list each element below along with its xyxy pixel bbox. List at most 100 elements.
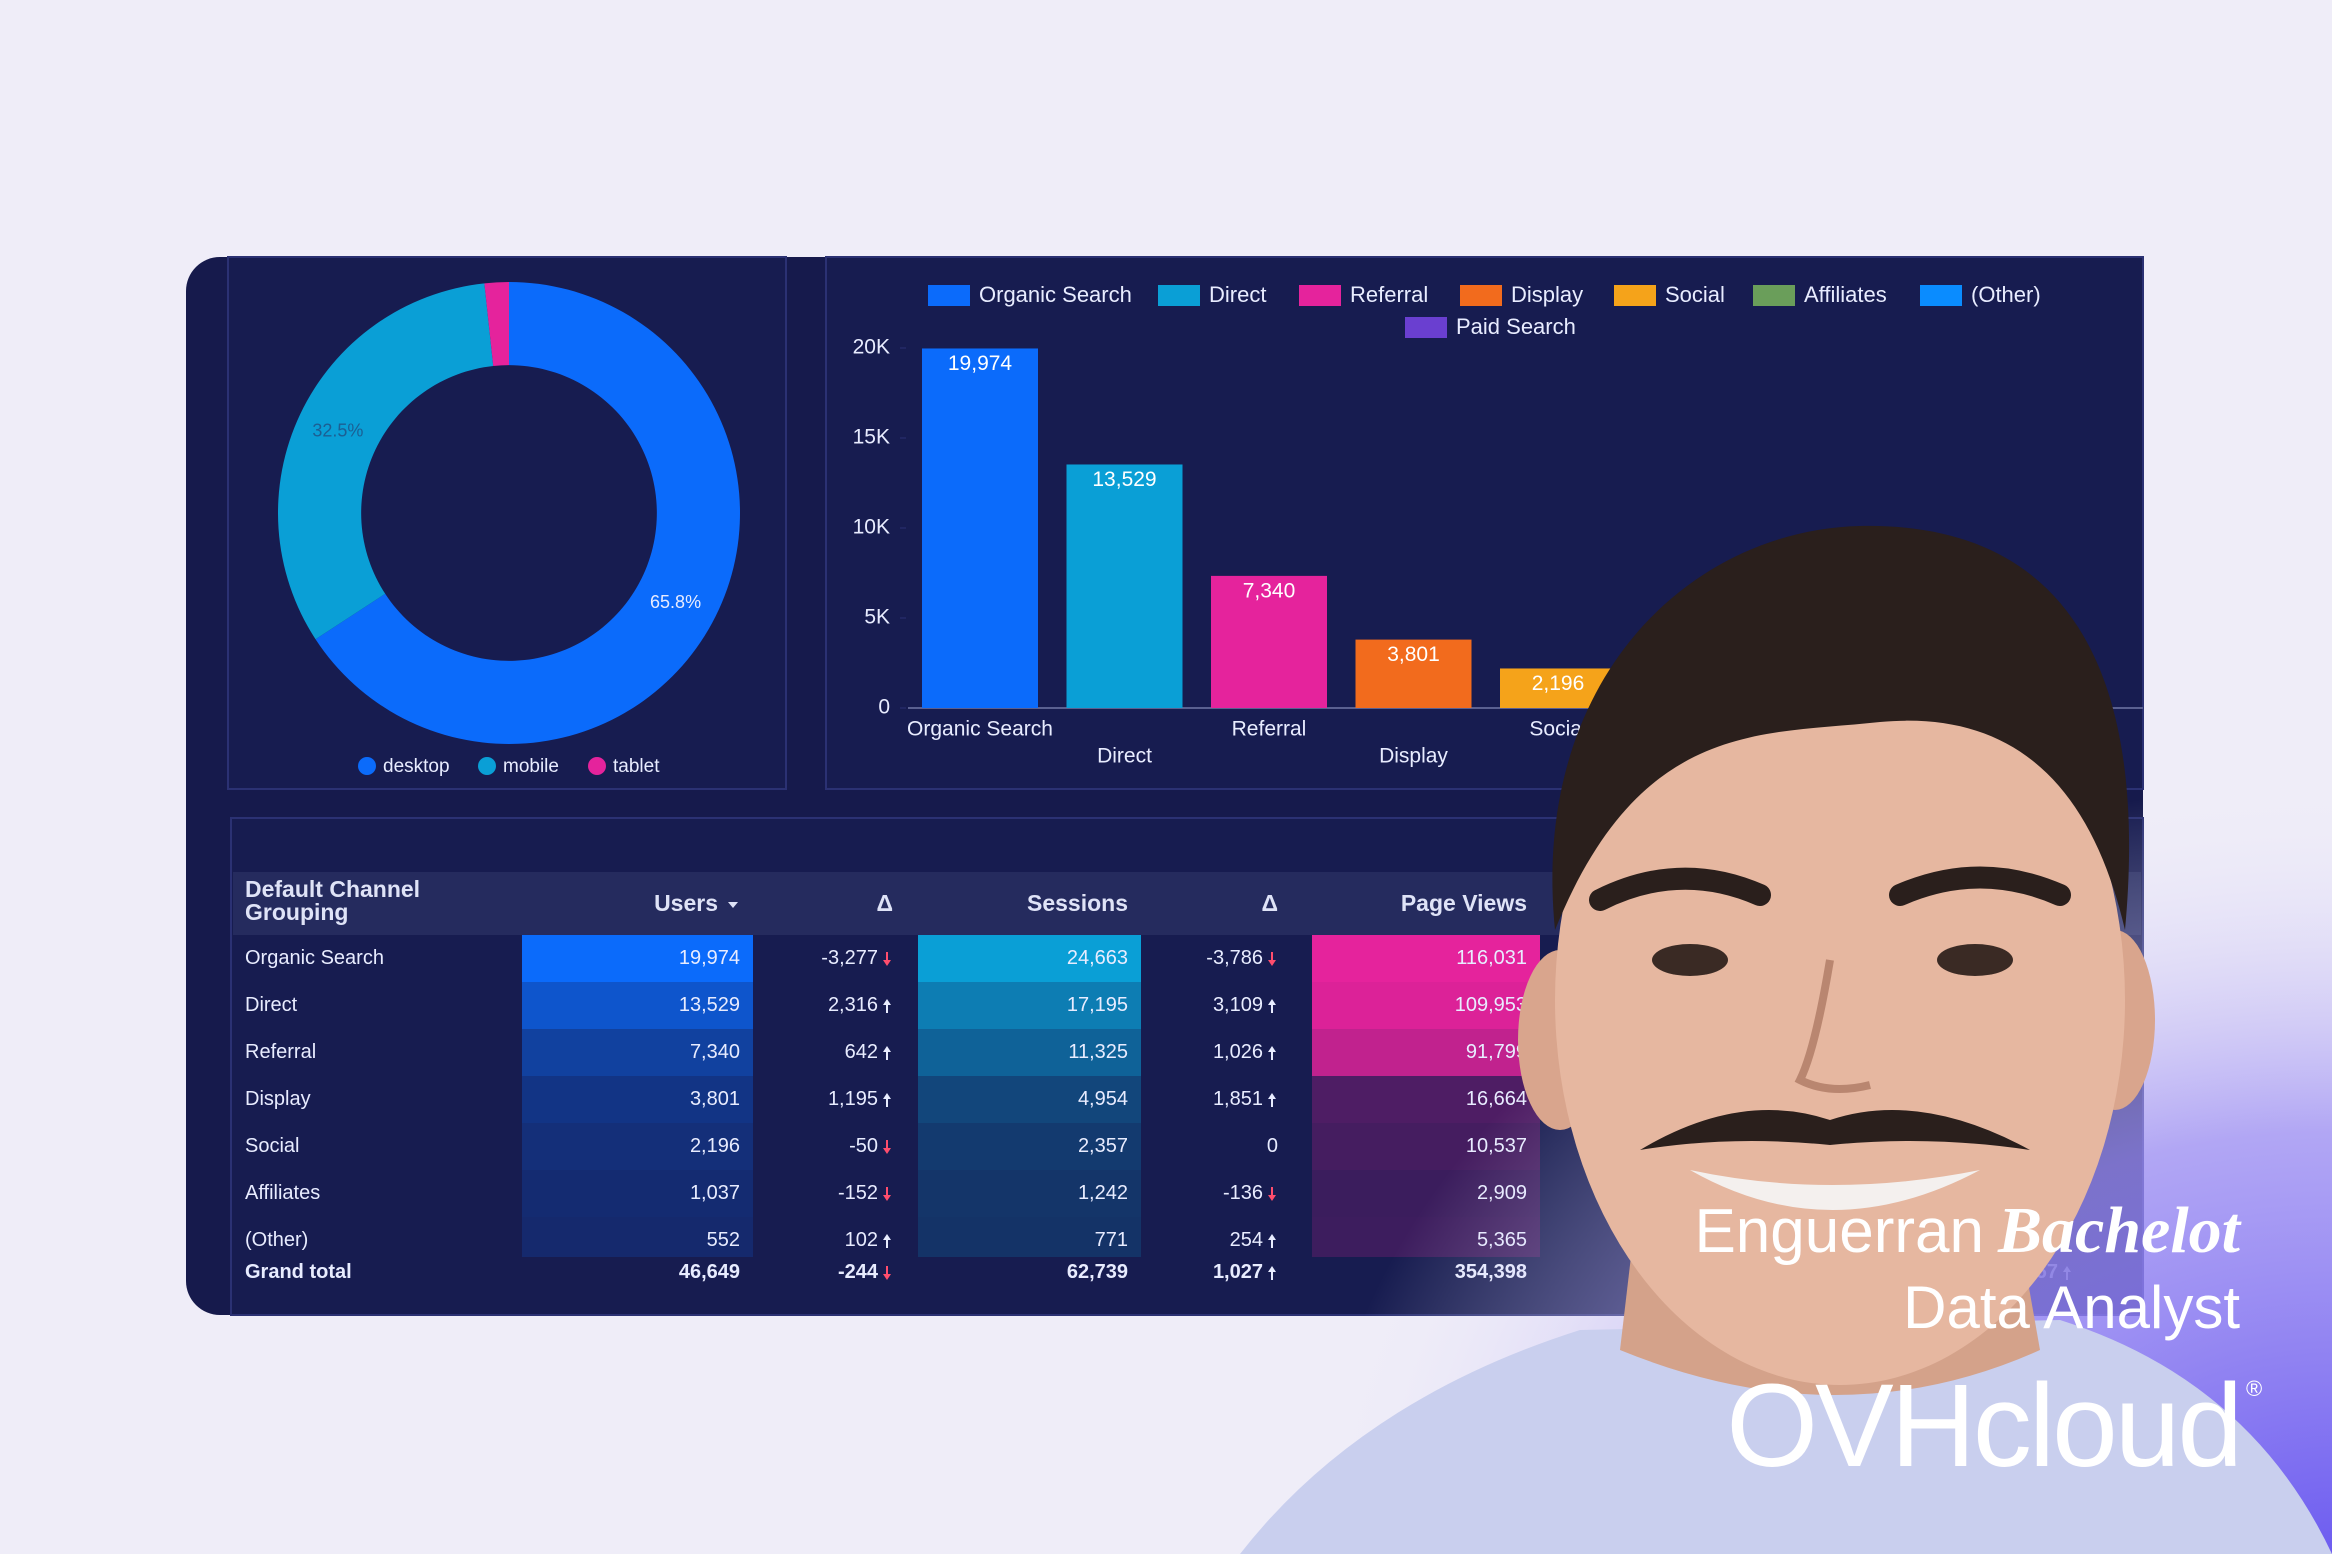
delta-arrow — [883, 1186, 891, 1201]
arrow-shape — [883, 1092, 891, 1107]
legend-label: Direct — [1209, 282, 1266, 307]
header-text: Δ — [876, 890, 893, 916]
bar-value-label: 13,529 — [1092, 468, 1156, 491]
cell-text: 24,663 — [1066, 947, 1128, 969]
cell-text: 2,316 — [827, 994, 878, 1016]
table-cell: 552 — [522, 1217, 753, 1257]
cell-text: Social — [245, 1135, 300, 1157]
legend-swatch — [1158, 285, 1200, 306]
y-tick-label: 10K — [853, 516, 890, 539]
cell-text: 771 — [1094, 1229, 1128, 1251]
cell-text: -50 — [849, 1135, 878, 1157]
arrow-shape — [883, 1186, 891, 1201]
caret — [728, 901, 738, 908]
legend-label: (Other) — [1971, 282, 2041, 307]
y-tick-label: 5K — [864, 606, 890, 629]
cell-text: 1,195 — [827, 1088, 878, 1110]
donut-slice — [315, 282, 741, 744]
bar — [1211, 575, 1327, 708]
cell-text: Referral — [245, 1041, 317, 1063]
eyebrow — [1889, 866, 2071, 906]
cell-text: Affiliates — [245, 1182, 321, 1204]
legend-swatch — [1614, 285, 1656, 306]
bar-value-label: 19,974 — [948, 352, 1013, 375]
cell-text: Direct — [245, 994, 298, 1016]
cell-text: -244 — [837, 1261, 878, 1283]
table-cell: 17,195 — [918, 982, 1141, 1029]
table-cell: 19,974 — [522, 935, 753, 982]
table-cell: 1,037 — [522, 1170, 753, 1217]
cell-text: 62,739 — [1066, 1261, 1128, 1283]
table-cell: -50 — [761, 1123, 906, 1170]
nose — [1794, 959, 1871, 1093]
header-text: Default Channel Grouping — [245, 876, 421, 925]
row-label: Social — [245, 1123, 515, 1170]
table-cell: 4,954 — [918, 1076, 1141, 1123]
shirt — [1240, 1320, 2332, 1554]
last-name: Bachelot — [1997, 1194, 2242, 1267]
column-header: Default Channel Grouping — [245, 872, 445, 935]
cell-text: (Other) — [245, 1229, 309, 1251]
total-cell: -244 — [761, 1249, 906, 1296]
bar-value-label: 3,801 — [1387, 643, 1440, 666]
table-cell: 3,801 — [522, 1076, 753, 1123]
legend-dot — [358, 757, 376, 775]
cell-text: 642 — [844, 1041, 878, 1063]
smile — [1690, 1170, 1980, 1210]
hair — [1552, 525, 2130, 930]
cell-text: 46,649 — [678, 1261, 740, 1283]
delta-arrow — [883, 1045, 891, 1060]
legend-label: Social — [1665, 282, 1725, 307]
bar — [922, 348, 1038, 708]
eyebrow — [1589, 867, 1771, 911]
person-role: Data Analyst — [1903, 1274, 2240, 1341]
legend-swatch — [1299, 285, 1341, 306]
first-name: Enguerran — [1694, 1197, 1984, 1266]
column-header: Users — [522, 872, 753, 935]
table-cell: 24,663 — [918, 935, 1141, 982]
cell-text: 13,529 — [678, 994, 740, 1016]
bar — [1066, 464, 1183, 708]
table-cell: 1,242 — [918, 1170, 1141, 1217]
cell-text: 2,196 — [689, 1135, 740, 1157]
legend-swatch — [1405, 317, 1447, 338]
table-cell: 2,196 — [522, 1123, 753, 1170]
legend-label: Affiliates — [1804, 282, 1887, 307]
row-label: Display — [245, 1076, 515, 1123]
y-tick-label: 20K — [853, 336, 890, 359]
slice-label: 32.5% — [312, 421, 363, 441]
bar-value-label: 2,196 — [1532, 672, 1585, 695]
table-cell: 771 — [918, 1217, 1141, 1257]
legend-label: Display — [1511, 282, 1583, 307]
row-label: Direct — [245, 982, 515, 1029]
column-header: Δ — [761, 872, 906, 935]
delta-arrow — [883, 1233, 891, 1248]
total-cell: 62,739 — [918, 1249, 1141, 1296]
table-cell: -152 — [761, 1170, 906, 1217]
cell-text: 3,801 — [689, 1088, 740, 1110]
table-cell: 7,340 — [522, 1029, 753, 1076]
arrow-shape — [883, 1045, 891, 1060]
cell-text: 7,340 — [689, 1041, 740, 1063]
cell-text: 19,974 — [678, 947, 740, 969]
delta-arrow — [883, 998, 891, 1013]
table-cell: 1,195 — [761, 1076, 906, 1123]
legend-dot — [588, 757, 606, 775]
brand-logo: OVHcloud — [1726, 1360, 2240, 1492]
legend-swatch — [1460, 285, 1502, 306]
y-tick-label: 15K — [853, 426, 890, 449]
header-text: Sessions — [1027, 890, 1128, 916]
total-label: Grand total — [245, 1249, 515, 1296]
row-label: (Other) — [245, 1217, 515, 1257]
row-label: Referral — [245, 1029, 515, 1076]
header-text: Users — [654, 890, 718, 916]
arrow-shape — [883, 998, 891, 1013]
donut-slice — [484, 282, 509, 367]
legend-swatch — [928, 285, 970, 306]
arrow-shape — [883, 1233, 891, 1248]
cell-text: 17,195 — [1066, 994, 1128, 1016]
face — [1555, 615, 2125, 1385]
delta-arrow — [883, 1265, 891, 1280]
